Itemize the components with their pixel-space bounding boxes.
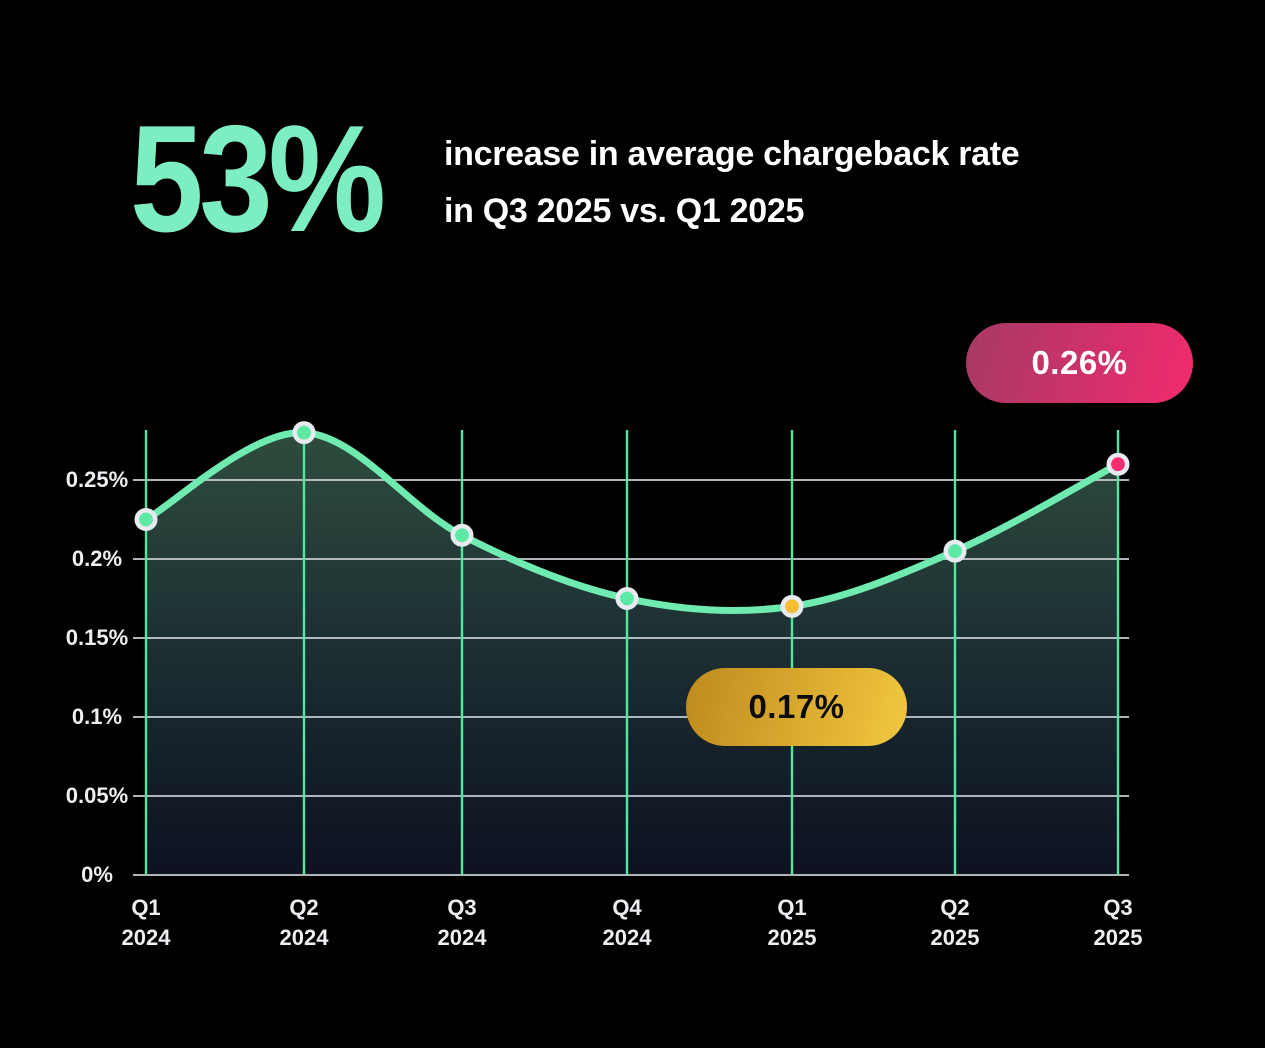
callout-low-label: 0.17% [748,688,845,725]
x-axis-tick-label: Q1 2024 [121,895,171,950]
x-axis-tick-label: Q3 2024 [437,895,487,950]
y-axis-tick-label: 0.15% [65,625,129,650]
y-axis-tick-label: 0.25% [65,467,129,492]
x-axis-tick-label: Q1 2025 [767,895,817,950]
y-axis-tick-label: 0.05% [65,783,129,808]
y-axis-tick-label: 0.2% [71,546,123,571]
y-axis-tick-label: 0.1% [71,704,123,729]
x-axis-tick-label: Q4 2024 [602,895,652,950]
headline: increase in average chargeback rate in Q… [444,126,1184,240]
headline-line2: in Q3 2025 vs. Q1 2025 [444,192,805,230]
y-axis-tick-label: 0% [81,862,113,887]
x-axis-tick-label: Q2 2024 [279,895,329,950]
stat-value: 53% [130,94,386,264]
callout-peak-pill: 0.26% [966,323,1193,403]
callout-peak-label: 0.26% [1031,344,1128,381]
headline-line1: increase in average chargeback rate [444,135,1020,173]
callout-low-pill: 0.17% [686,668,907,746]
x-axis-tick-label: Q3 2025 [1093,895,1143,950]
x-axis-tick-label: Q2 2025 [930,895,980,950]
